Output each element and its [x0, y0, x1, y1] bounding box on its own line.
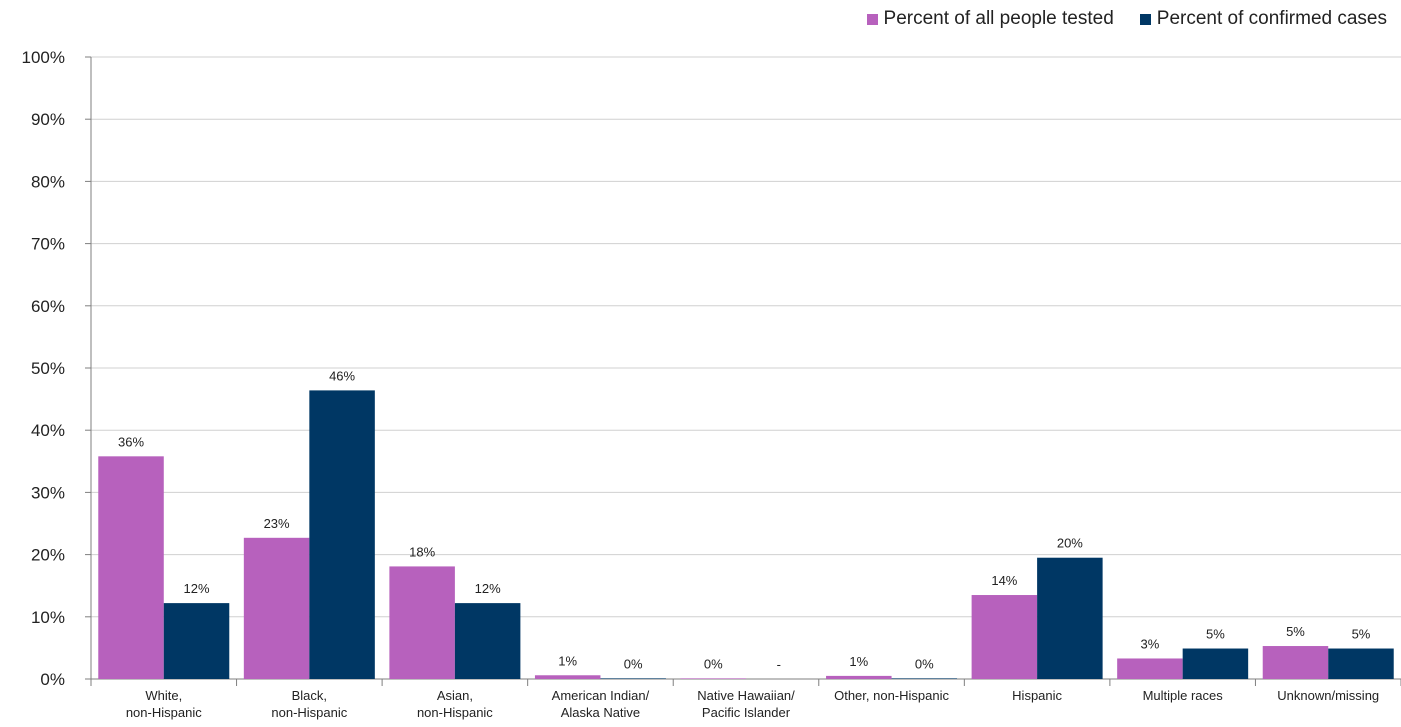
bar-confirmed [891, 678, 958, 679]
bar-confirmed [163, 603, 230, 679]
data-label: 12% [184, 581, 210, 596]
data-label: 36% [118, 434, 144, 449]
data-label: 12% [475, 581, 501, 596]
category-label-line: Unknown/missing [1277, 688, 1379, 703]
bar-tested [98, 456, 164, 679]
bar-confirmed [1182, 648, 1249, 679]
category-label: Hispanic [1012, 688, 1062, 703]
bar-confirmed [1328, 648, 1394, 679]
data-label: 0% [915, 656, 934, 671]
legend: Percent of all people tested Percent of … [841, 8, 1387, 30]
bar-tested [971, 595, 1038, 679]
data-label: 14% [991, 573, 1017, 588]
data-label: 5% [1286, 624, 1305, 639]
bar-confirmed [454, 603, 521, 679]
category-label: Other, non-Hispanic [834, 688, 949, 703]
legend-label-tested: Percent of all people tested [883, 8, 1114, 29]
bar-tested [826, 675, 892, 679]
category-label-line: non-Hispanic [126, 705, 202, 720]
data-label: 46% [329, 368, 355, 383]
bar-tested [1117, 658, 1183, 679]
data-label: 0% [704, 656, 723, 671]
data-label: 5% [1352, 627, 1371, 642]
bar-confirmed [600, 678, 666, 679]
legend-swatch-confirmed [1139, 13, 1151, 25]
legend-item-tested: Percent of all people tested [866, 8, 1114, 30]
category-label-line: American Indian/ [552, 688, 650, 703]
data-label: 3% [1141, 636, 1160, 651]
data-label: 23% [264, 516, 290, 531]
category-label-line: White, [145, 688, 182, 703]
bar-confirmed [309, 390, 375, 679]
y-tick-label: 90% [31, 110, 65, 129]
data-label: - [777, 657, 781, 672]
y-tick-label: 10% [31, 608, 65, 627]
data-label: 5% [1206, 627, 1225, 642]
category-label-line: Hispanic [1012, 688, 1062, 703]
category-label-line: Alaska Native [561, 705, 640, 720]
category-label: Asian, non-Hispanic [417, 688, 493, 720]
category-label-line: Other, non-Hispanic [834, 688, 949, 703]
y-tick-label: 80% [31, 172, 65, 191]
y-tick-label: 70% [31, 235, 65, 254]
category-label-line: Asian, [437, 688, 473, 703]
category-label: Black, non-Hispanic [271, 688, 347, 720]
category-label-line: non-Hispanic [417, 705, 493, 720]
category-label-line: non-Hispanic [271, 705, 347, 720]
y-tick-label: 40% [31, 421, 65, 440]
bar-tested [1262, 646, 1329, 679]
category-label-line: Black, [292, 688, 327, 703]
category-label: Unknown/missing [1277, 688, 1379, 703]
data-label: 1% [558, 653, 577, 668]
bar-tested [243, 537, 310, 679]
bar-tested [680, 678, 746, 679]
y-tick-label: 100% [22, 48, 65, 67]
data-label: 0% [624, 656, 643, 671]
category-label-line: Pacific Islander [702, 705, 791, 720]
bar-tested [534, 675, 601, 679]
category-label: Multiple races [1143, 688, 1224, 703]
bar-confirmed [1037, 557, 1103, 679]
category-label-line: Multiple races [1143, 688, 1224, 703]
y-tick-label: 50% [31, 359, 65, 378]
y-tick-label: 20% [31, 546, 65, 565]
y-tick-label: 30% [31, 483, 65, 502]
y-tick-label: 0% [40, 670, 65, 689]
data-label: 18% [409, 544, 435, 559]
bar-tested [389, 566, 455, 679]
category-label-line: Native Hawaiian/ [697, 688, 795, 703]
data-label: 1% [849, 654, 868, 669]
y-tick-label: 60% [31, 297, 65, 316]
legend-item-confirmed: Percent of confirmed cases [1139, 8, 1387, 30]
data-label: 20% [1057, 536, 1083, 551]
category-label: American Indian/Alaska Native [552, 688, 650, 720]
category-label: Native Hawaiian/Pacific Islander [697, 688, 795, 720]
category-label: White, non-Hispanic [126, 688, 202, 720]
legend-label-confirmed: Percent of confirmed cases [1156, 8, 1387, 29]
legend-swatch-tested [866, 13, 878, 25]
